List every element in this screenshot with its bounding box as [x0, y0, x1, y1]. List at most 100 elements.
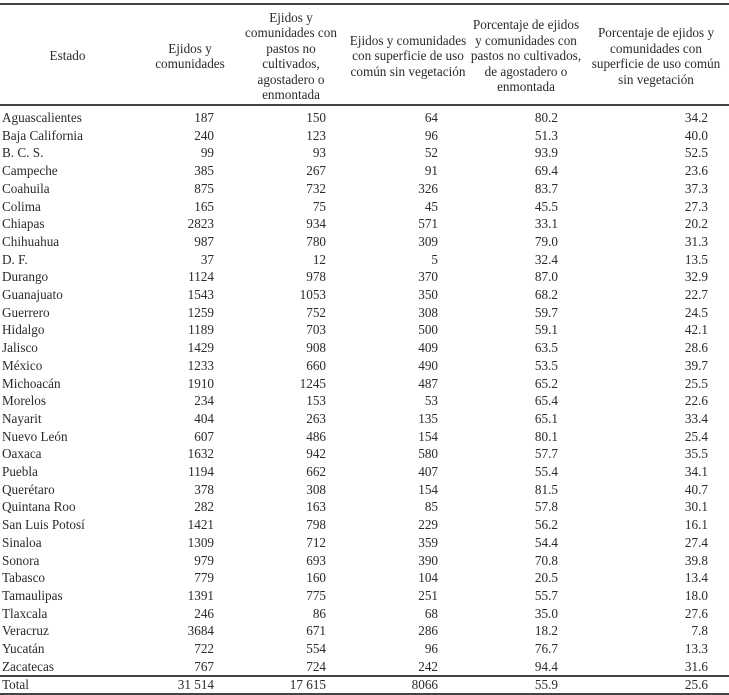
table-cell: 13.4 [684, 570, 708, 586]
table-cell: 267 [306, 163, 326, 179]
table-cell: 55.4 [534, 464, 558, 479]
state-name: Chiapas [2, 216, 45, 232]
table-cell: 54.4 [534, 534, 558, 550]
state-name: Veracruz [2, 623, 49, 639]
table-cell: 724 [306, 658, 326, 674]
table-cell: 81.5 [534, 481, 558, 497]
table-cell: 91 [424, 163, 438, 179]
table-cell: 978 [306, 269, 326, 285]
table-cell: 135 [418, 410, 438, 426]
table-cell: 1391 [187, 587, 214, 603]
table-cell: 1309 [187, 534, 214, 550]
table-cell: 40.7 [684, 481, 708, 497]
table-cell: 123 [306, 127, 326, 143]
table-cell: 57.8 [534, 499, 558, 515]
total-cell: 31 514 [177, 677, 214, 692]
table-cell: 104 [418, 570, 438, 586]
table-cell: 908 [306, 340, 326, 356]
header-pastos: Ejidos y comunidades con pastos no culti… [245, 9, 337, 103]
table-cell: 83.7 [534, 180, 558, 196]
table-cell: 693 [306, 552, 326, 568]
table-cell: 25.4 [684, 428, 708, 444]
state-name: Morelos [2, 393, 46, 409]
table-row: Aguascalientes 187 150 64 80.2 34.2 [0, 109, 729, 127]
table-row: Nayarit 404 263 135 65.1 33.4 [0, 410, 729, 428]
table-cell: 404 [194, 410, 214, 426]
table-row: Chiapas 2823 934 571 33.1 20.2 [0, 215, 729, 233]
state-name: Campeche [2, 163, 58, 179]
table-cell: 45 [424, 198, 438, 214]
table-cell: 53 [424, 393, 438, 409]
state-name: Puebla [2, 464, 38, 479]
table-cell: 35.0 [534, 605, 558, 621]
table-cell: 286 [418, 623, 438, 639]
table-cell: 732 [306, 180, 326, 196]
table-cell: 56.2 [534, 517, 558, 533]
table-cell: 27.6 [684, 605, 708, 621]
table-cell: 163 [306, 499, 326, 515]
table-cell: 28.6 [684, 340, 708, 356]
table-cell: 987 [194, 233, 214, 249]
table-row: Colima 165 75 45 45.5 27.3 [0, 198, 729, 216]
state-name: Nayarit [2, 410, 42, 426]
table-row: San Luis Potosí 1421 798 229 56.2 16.1 [0, 516, 729, 534]
table-cell: 1429 [187, 340, 214, 356]
table-cell: 409 [418, 340, 438, 356]
state-name: Zacatecas [2, 658, 54, 674]
state-name: San Luis Potosí [2, 517, 85, 533]
table-cell: 65.4 [534, 393, 558, 409]
table-cell: 242 [418, 658, 438, 674]
table-cell: 942 [306, 446, 326, 462]
table-cell: 390 [418, 552, 438, 568]
table-cell: 39.8 [684, 552, 708, 568]
state-name: Jalisco [2, 340, 38, 356]
table-cell: 34.1 [684, 464, 708, 479]
table-cell: 1233 [187, 357, 214, 373]
table-cell: 69.4 [534, 163, 558, 179]
table-row: Chihuahua 987 780 309 79.0 31.3 [0, 233, 729, 251]
table-cell: 37.3 [684, 180, 708, 196]
table-cell: 326 [418, 180, 438, 196]
state-name: Nuevo León [2, 428, 68, 444]
table-cell: 934 [306, 216, 326, 232]
table-cell: 40.0 [684, 127, 708, 143]
table-cell: 154 [418, 481, 438, 497]
state-name: Tamaulipas [2, 587, 63, 603]
state-name: Guanajuato [2, 287, 63, 302]
table-row: Querétaro 378 308 154 81.5 40.7 [0, 481, 729, 499]
state-name: B. C. S. [2, 145, 44, 161]
table-cell: 5 [431, 251, 438, 267]
table-row: Quintana Roo 282 163 85 57.8 30.1 [0, 498, 729, 516]
table-cell: 13.5 [684, 251, 708, 267]
table-cell: 80.1 [534, 428, 558, 444]
table-cell: 63.5 [534, 340, 558, 356]
table-cell: 251 [418, 587, 438, 603]
state-name: Hidalgo [2, 322, 45, 338]
table-cell: 722 [194, 641, 214, 656]
table-row: Michoacán 1910 1245 487 65.2 25.5 [0, 375, 729, 393]
table-cell: 93.9 [534, 145, 558, 161]
table-cell: 407 [418, 464, 438, 479]
table-cell: 500 [418, 322, 438, 338]
table-cell: 64 [424, 110, 438, 125]
table-cell: 580 [418, 446, 438, 462]
table-cell: 308 [306, 481, 326, 497]
table-row: Hidalgo 1189 703 500 59.1 42.1 [0, 321, 729, 339]
table-row: Sinaloa 1309 712 359 54.4 27.4 [0, 534, 729, 552]
table-cell: 68.2 [534, 287, 558, 302]
table-cell: 660 [306, 357, 326, 373]
table-cell: 798 [306, 517, 326, 533]
table-row: Guanajuato 1543 1053 350 68.2 22.7 [0, 286, 729, 304]
table-cell: 875 [194, 180, 214, 196]
table-cell: 282 [194, 499, 214, 515]
table-cell: 607 [194, 428, 214, 444]
table-cell: 79.0 [534, 233, 558, 249]
table-cell: 80.2 [534, 110, 558, 125]
table-cell: 32.9 [684, 269, 708, 285]
header-ejidos: Ejidos y comunidades [155, 40, 225, 72]
total-cell: 25.6 [684, 677, 708, 692]
table-cell: 1259 [187, 304, 214, 320]
header-rule [0, 104, 729, 106]
table-cell: 1245 [299, 375, 326, 391]
table-cell: 779 [194, 570, 214, 586]
